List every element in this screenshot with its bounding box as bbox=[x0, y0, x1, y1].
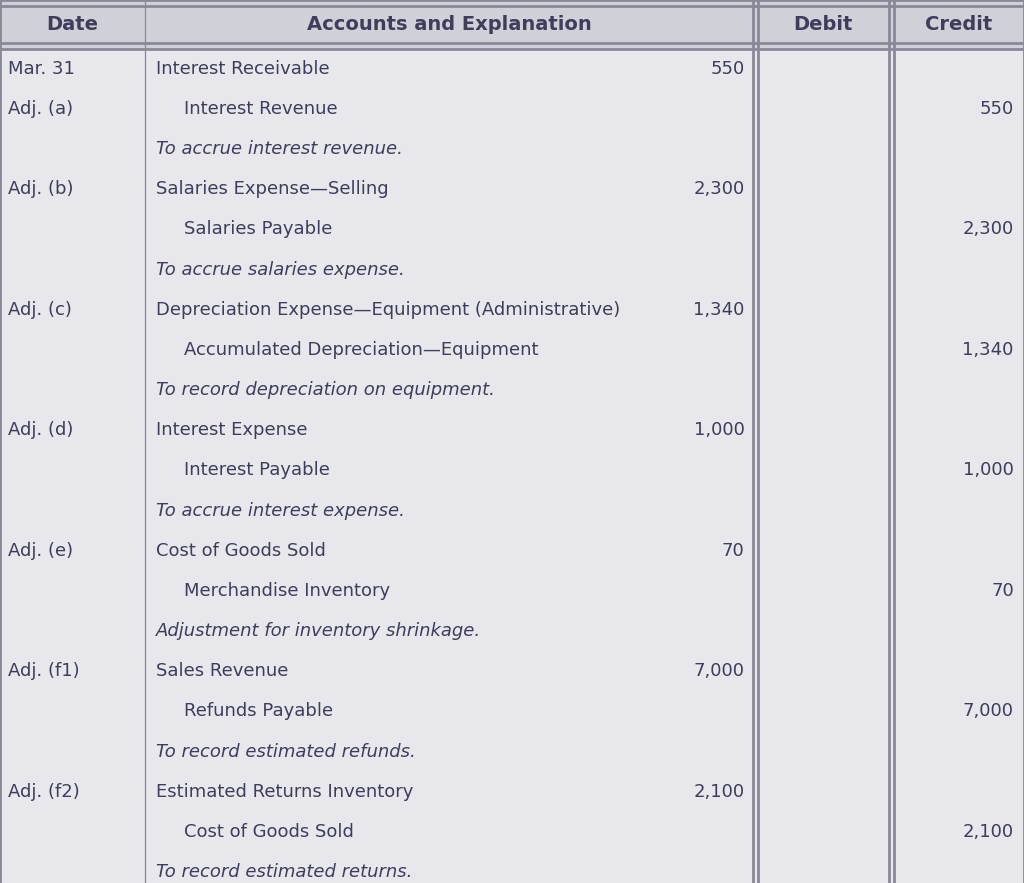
Text: Debit: Debit bbox=[794, 15, 853, 34]
Text: 7,000: 7,000 bbox=[693, 662, 744, 680]
Text: 70: 70 bbox=[991, 582, 1014, 600]
Bar bbox=[0, 812, 1024, 852]
Text: To record estimated returns.: To record estimated returns. bbox=[156, 864, 412, 881]
Bar bbox=[0, 491, 1024, 531]
Bar bbox=[0, 49, 1024, 88]
Bar bbox=[0, 571, 1024, 611]
Bar bbox=[0, 450, 1024, 491]
Text: To record estimated refunds.: To record estimated refunds. bbox=[156, 743, 416, 760]
Text: 1,340: 1,340 bbox=[963, 341, 1014, 358]
Text: Adj. (d): Adj. (d) bbox=[8, 421, 74, 439]
Bar bbox=[0, 370, 1024, 410]
Text: 1,000: 1,000 bbox=[963, 462, 1014, 479]
Text: Depreciation Expense—Equipment (Administrative): Depreciation Expense—Equipment (Administ… bbox=[156, 301, 620, 319]
Bar bbox=[0, 88, 1024, 129]
Text: Accumulated Depreciation—Equipment: Accumulated Depreciation—Equipment bbox=[184, 341, 539, 358]
Bar bbox=[0, 652, 1024, 691]
Bar bbox=[0, 410, 1024, 450]
Text: Cost of Goods Sold: Cost of Goods Sold bbox=[156, 542, 326, 560]
Text: Estimated Returns Inventory: Estimated Returns Inventory bbox=[156, 783, 413, 801]
Bar bbox=[0, 852, 1024, 883]
Text: Adjustment for inventory shrinkage.: Adjustment for inventory shrinkage. bbox=[156, 623, 481, 640]
Text: 2,300: 2,300 bbox=[693, 180, 744, 198]
Text: Adj. (e): Adj. (e) bbox=[8, 542, 74, 560]
Text: Adj. (f2): Adj. (f2) bbox=[8, 783, 80, 801]
Text: Salaries Payable: Salaries Payable bbox=[184, 221, 333, 238]
Text: Salaries Expense—Selling: Salaries Expense—Selling bbox=[156, 180, 388, 198]
Bar bbox=[0, 169, 1024, 209]
Text: Mar. 31: Mar. 31 bbox=[8, 60, 75, 78]
Bar bbox=[0, 0, 1024, 49]
Text: Adj. (b): Adj. (b) bbox=[8, 180, 74, 198]
Text: 550: 550 bbox=[980, 100, 1014, 117]
Text: Cost of Goods Sold: Cost of Goods Sold bbox=[184, 823, 354, 841]
Text: Date: Date bbox=[47, 15, 98, 34]
Text: 2,300: 2,300 bbox=[963, 221, 1014, 238]
Text: Interest Receivable: Interest Receivable bbox=[156, 60, 330, 78]
Text: To accrue interest expense.: To accrue interest expense. bbox=[156, 502, 404, 519]
Bar bbox=[0, 330, 1024, 370]
Text: Adj. (c): Adj. (c) bbox=[8, 301, 72, 319]
Text: Interest Revenue: Interest Revenue bbox=[184, 100, 338, 117]
Bar bbox=[0, 611, 1024, 652]
Text: Accounts and Explanation: Accounts and Explanation bbox=[306, 15, 592, 34]
Text: Sales Revenue: Sales Revenue bbox=[156, 662, 288, 680]
Bar bbox=[0, 772, 1024, 812]
Text: Interest Expense: Interest Expense bbox=[156, 421, 307, 439]
Text: To accrue interest revenue.: To accrue interest revenue. bbox=[156, 140, 402, 158]
Bar bbox=[0, 731, 1024, 772]
Text: 2,100: 2,100 bbox=[693, 783, 744, 801]
Text: To accrue salaries expense.: To accrue salaries expense. bbox=[156, 260, 404, 278]
Text: 1,000: 1,000 bbox=[693, 421, 744, 439]
Text: Adj. (a): Adj. (a) bbox=[8, 100, 74, 117]
Text: 1,340: 1,340 bbox=[693, 301, 744, 319]
Text: 2,100: 2,100 bbox=[963, 823, 1014, 841]
Bar bbox=[0, 209, 1024, 250]
Text: 550: 550 bbox=[711, 60, 744, 78]
Text: To record depreciation on equipment.: To record depreciation on equipment. bbox=[156, 381, 495, 399]
Text: 7,000: 7,000 bbox=[963, 703, 1014, 721]
Text: 70: 70 bbox=[722, 542, 744, 560]
Text: Adj. (f1): Adj. (f1) bbox=[8, 662, 80, 680]
Text: Credit: Credit bbox=[926, 15, 992, 34]
Bar bbox=[0, 290, 1024, 330]
Text: Interest Payable: Interest Payable bbox=[184, 462, 330, 479]
Bar bbox=[0, 249, 1024, 290]
Text: Merchandise Inventory: Merchandise Inventory bbox=[184, 582, 390, 600]
Bar bbox=[0, 691, 1024, 731]
Bar bbox=[0, 129, 1024, 170]
Bar bbox=[0, 531, 1024, 571]
Text: Refunds Payable: Refunds Payable bbox=[184, 703, 334, 721]
